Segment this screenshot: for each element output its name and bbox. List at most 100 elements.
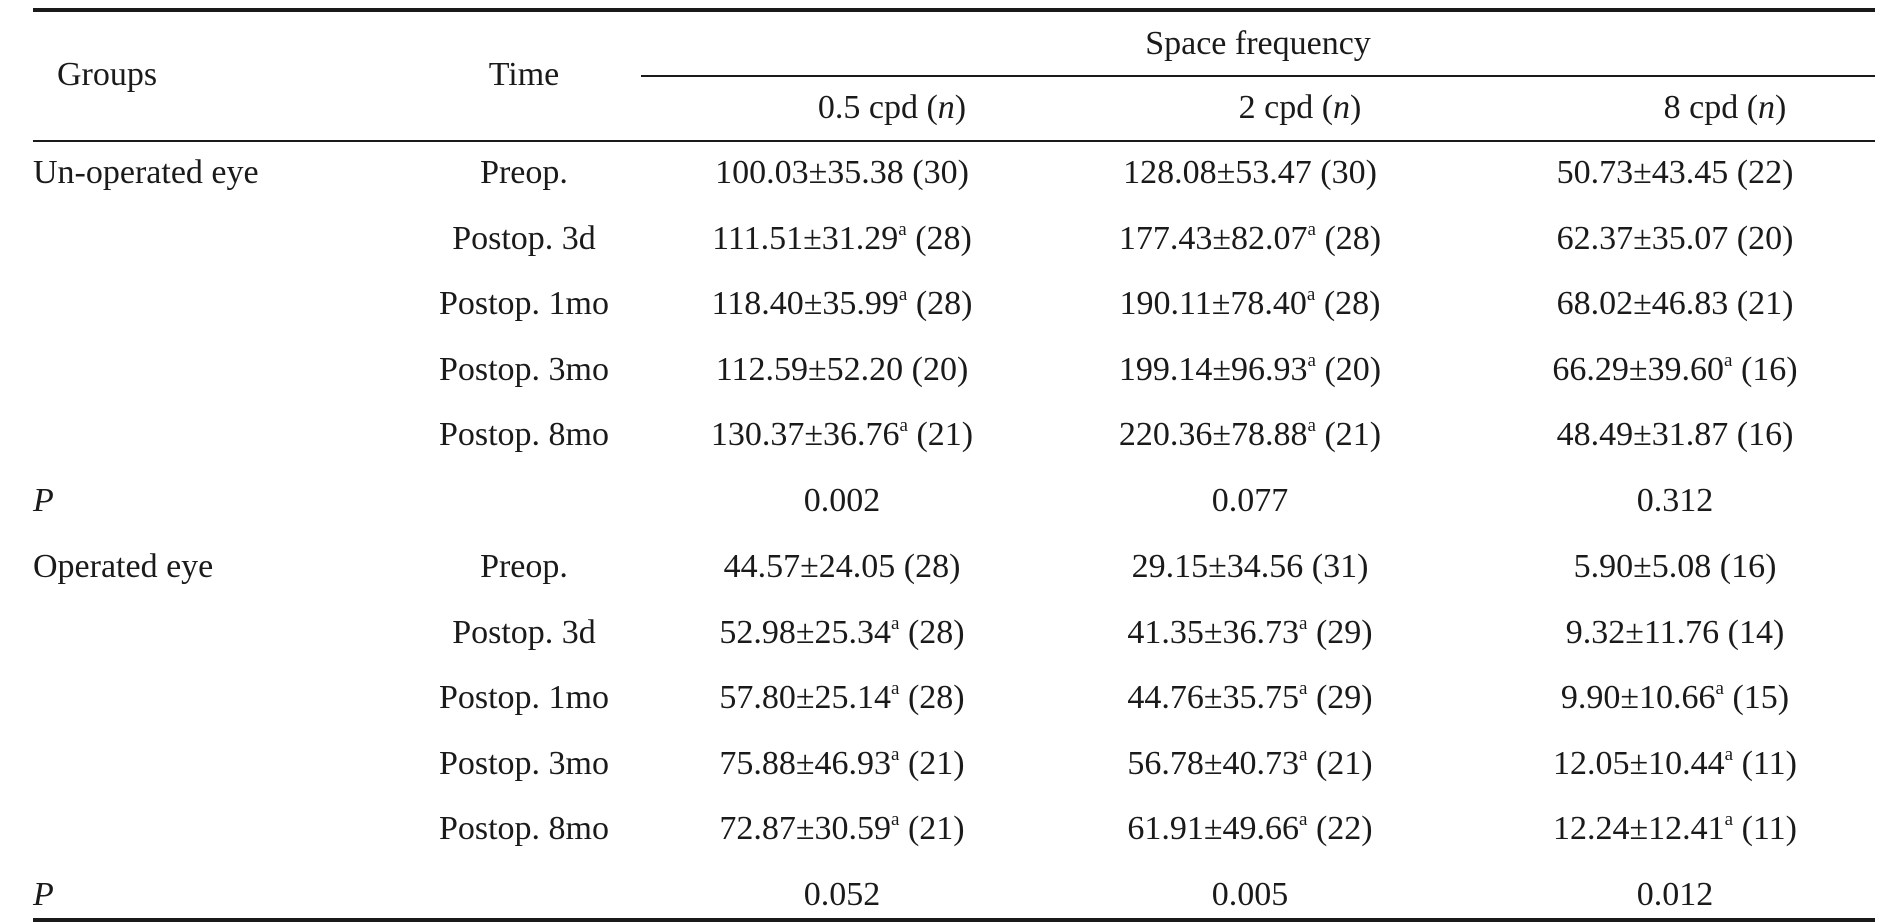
p-value: 0.012 [1636,875,1714,913]
mean-sd: 5.90±5.08 [1573,548,1712,585]
value-cell: 112.59±52.20 (20) [632,350,1052,390]
sample-size: (28) [907,679,965,716]
significance-marker: a [891,809,900,830]
time-cell: Preop. [480,548,568,585]
significance-marker: a [891,678,900,699]
sample-size: (14) [1727,613,1785,651]
col-header-n: n [937,89,955,126]
sample-size: (30) [1320,154,1377,191]
significance-marker: a [1306,284,1316,305]
sample-size: (16) [1736,416,1794,453]
significance-marker: a [1299,612,1308,634]
mean-sd: 75.88±46.93 [719,744,892,782]
significance-marker: a [1307,415,1316,436]
value-cell: 220.36±78.88a (21) [1040,415,1460,455]
sample-size: (31) [1311,548,1369,585]
p-label: P [33,875,54,913]
value-cell: 68.02±46.83 (21) [1465,284,1885,324]
value-cell: 61.91±49.66a (22) [1040,809,1460,849]
value-cell: 190.11±78.40a (28) [1040,284,1460,324]
significance-marker: a [1715,678,1724,699]
significance-marker: a [1724,743,1734,765]
mean-sd: 111.51±31.29 [712,219,899,257]
sample-size: (22) [1315,810,1373,847]
sample-size: (16) [1740,350,1798,388]
value-cell: 12.24±12.41a (11) [1465,809,1885,849]
sample-size: (29) [1315,613,1373,651]
sample-size: (20) [1736,219,1794,257]
mean-sd: 177.43±82.07 [1118,219,1308,257]
mean-sd: 57.80±25.14 [719,679,892,716]
value-cell: 56.78±40.73a (21) [1040,744,1460,784]
space-frequency-underline [641,75,1875,77]
value-cell: 29.15±34.56 (31) [1040,547,1460,587]
mean-sd: 61.91±49.66 [1127,810,1300,847]
bottom-rule [33,918,1875,922]
value-cell: 72.87±30.59a (21) [632,809,1052,849]
time-cell: Postop. 3mo [438,350,610,388]
sample-size: (16) [1719,548,1777,585]
sample-size: (11) [1741,744,1797,782]
group-label: Un-operated eye [33,154,259,191]
sample-size: (20) [911,350,969,388]
mean-sd: 118.40±35.99 [711,285,899,322]
value-cell: 75.88±46.93a (21) [632,744,1052,784]
significance-marker: a [1724,809,1734,830]
mean-sd: 220.36±78.88 [1118,416,1308,453]
col-header-n: n [1333,89,1351,126]
mean-sd: 50.73±43.45 [1556,154,1729,191]
col-header-2cpd: 2 cpd (n) [1238,89,1362,126]
significance-marker: a [1299,809,1308,830]
mean-sd: 190.11±78.40 [1119,285,1307,322]
value-cell: 66.29±39.60a (16) [1465,350,1885,390]
value-cell: 50.73±43.45 (22) [1465,153,1885,193]
sample-size: (11) [1741,810,1797,847]
group-label: Operated eye [33,548,214,585]
significance-marker: a [1299,743,1308,765]
value-cell: 128.08±53.47 (30) [1040,153,1460,193]
value-cell: 44.76±35.75a (29) [1040,678,1460,718]
mean-sd: 48.49±31.87 [1556,416,1729,453]
sample-size: (28) [907,613,965,651]
sample-size: (28) [1324,219,1382,257]
value-cell: 52.98±25.34a (28) [632,613,1052,653]
p-value: 0.005 [1211,875,1289,913]
mean-sd: 9.32±11.76 [1565,613,1720,651]
mean-sd: 41.35±36.73 [1127,613,1300,651]
mean-sd: 44.76±35.75 [1127,679,1300,716]
mean-sd: 56.78±40.73 [1127,744,1300,782]
sample-size: (20) [1324,350,1382,388]
sample-size: (15) [1732,679,1790,716]
value-cell: 199.14±96.93a (20) [1040,350,1460,390]
significance-marker: a [1299,678,1308,699]
space-frequency-header: Space frequency [1145,25,1371,62]
value-cell: 9.90±10.66a (15) [1465,678,1885,718]
value-cell: 44.57±24.05 (28) [632,547,1052,587]
mean-sd: 100.03±35.38 [715,154,904,191]
mean-sd: 66.29±39.60 [1552,350,1725,388]
time-cell: Preop. [480,154,568,191]
time-header: Time [488,56,560,93]
mean-sd: 72.87±30.59 [719,810,892,847]
mean-sd: 112.59±52.20 [715,350,904,388]
mean-sd: 199.14±96.93 [1118,350,1308,388]
sample-size: (28) [1323,285,1381,322]
time-cell: Postop. 8mo [438,810,610,847]
sample-size: (22) [1736,154,1794,191]
significance-marker: a [1307,349,1316,371]
mean-sd: 12.05±10.44 [1553,744,1725,782]
sample-size: (21) [1736,285,1794,322]
time-cell: Postop. 1mo [438,285,610,322]
col-header-0.5cpd: 0.5 cpd (n) [817,89,967,126]
value-cell: 41.35±36.73a (29) [1040,613,1460,653]
value-cell: 62.37±35.07 (20) [1465,219,1885,259]
mean-sd: 62.37±35.07 [1556,219,1729,257]
value-cell: 118.40±35.99a (28) [632,284,1052,324]
p-value: 0.052 [803,875,881,913]
p-value: 0.077 [1211,481,1289,519]
significance-marker: a [899,415,908,436]
significance-marker: a [1307,218,1316,240]
time-cell: Postop. 3d [452,613,596,651]
sample-size: (30) [912,154,969,191]
time-cell: Postop. 3mo [438,744,610,782]
